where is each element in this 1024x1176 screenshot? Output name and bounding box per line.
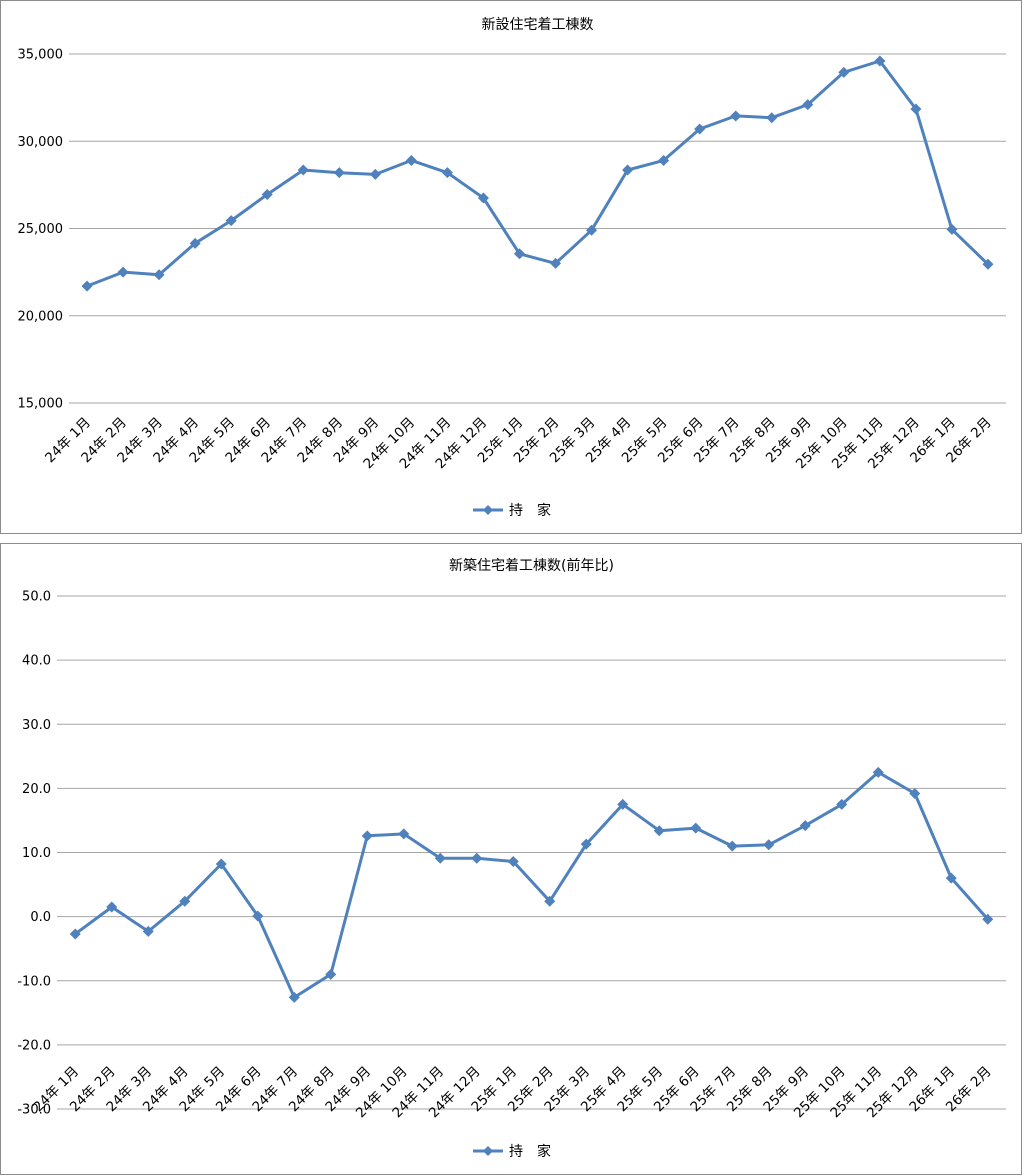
data-point-marker (179, 895, 191, 907)
data-point-marker (405, 154, 417, 166)
y-tick-label: 20.0 (22, 782, 51, 797)
data-point-marker (799, 820, 811, 832)
data-point-marker (586, 224, 598, 236)
data-point-marker (361, 830, 373, 842)
data-point-marker (441, 167, 453, 179)
data-point-marker (617, 798, 629, 810)
data-point-marker (81, 280, 93, 292)
data-point-marker (982, 913, 994, 925)
data-point-marker (872, 766, 884, 778)
data-point-marker (477, 192, 489, 204)
data-point-marker (252, 910, 264, 922)
data-point-marker (333, 167, 345, 179)
data-point-marker (910, 103, 922, 115)
data-point-marker (398, 828, 410, 840)
y-tick-label: 50.0 (22, 590, 51, 605)
data-point-marker (297, 164, 309, 176)
data-point-marker (653, 825, 665, 837)
series-line (86, 59, 990, 288)
legend-marker (483, 1146, 493, 1156)
y-tick-label: 30.0 (22, 718, 51, 733)
chart-starts: 新設住宅着工棟数15,00020,00025,00030,00035,00024… (18, 17, 1006, 519)
data-point-marker (153, 269, 165, 281)
data-point-marker (945, 872, 957, 884)
chart-title: 新設住宅着工棟数 (482, 17, 594, 33)
data-point-marker (763, 839, 775, 851)
data-point-marker (909, 788, 921, 800)
y-tick-label: -10.0 (17, 974, 51, 989)
data-point-marker (325, 968, 337, 980)
data-point-marker (69, 928, 81, 940)
legend-label: 持 家 (509, 502, 551, 519)
data-point-marker (434, 852, 446, 864)
data-point-marker (726, 840, 738, 852)
data-point-marker (513, 248, 525, 260)
data-point-marker (117, 266, 129, 278)
data-point-marker (261, 188, 273, 200)
y-tick-label: 40.0 (22, 654, 51, 669)
y-tick-label: 15,000 (18, 397, 64, 412)
data-point-marker (946, 223, 958, 235)
data-point-marker (730, 110, 742, 122)
data-point-marker (580, 838, 592, 850)
data-point-marker (471, 852, 483, 864)
y-tick-label: 35,000 (18, 48, 64, 63)
data-point-marker (142, 925, 154, 937)
data-point-marker (288, 991, 300, 1003)
chart-panel-starts: 新設住宅着工棟数 15,000 20,000 25,000 30,000 35,000 24… (0, 0, 1022, 534)
data-point-marker (690, 822, 702, 834)
legend-marker (483, 505, 493, 515)
y-tick-label: 10.0 (22, 846, 51, 861)
data-point-marker (836, 798, 848, 810)
data-point-marker (766, 112, 778, 124)
data-point-marker (694, 123, 706, 135)
data-point-marker (622, 164, 634, 176)
y-tick-label: -20.0 (17, 1038, 51, 1053)
chart-yoy: 新築住宅着工棟数(前年比) -30.0 -20.0 -10.0 0.0 10.0 20.0 3… (17, 557, 1006, 1160)
data-point-marker (838, 66, 850, 78)
data-point-marker (550, 257, 562, 269)
chart-title: 新築住宅着工棟数(前年比) (449, 557, 614, 574)
y-tick-label: 30,000 (18, 135, 64, 150)
legend-label: 持 家 (509, 1143, 551, 1160)
series-line (74, 770, 989, 999)
data-point-marker (507, 855, 519, 867)
data-point-marker (874, 55, 886, 67)
y-tick-label: 20,000 (18, 309, 64, 324)
data-point-marker (225, 215, 237, 227)
data-point-marker (544, 895, 556, 907)
data-point-marker (369, 168, 381, 180)
data-point-marker (106, 901, 118, 913)
data-point-marker (802, 99, 814, 111)
y-tick-label: 0.0 (30, 910, 51, 925)
data-point-marker (658, 154, 670, 166)
chart-panel-yoy: 新築住宅着工棟数(前年比) -30.0 -20.0 -10.0 0.0 10.0 20.0 3… (0, 543, 1022, 1175)
y-tick-label: 25,000 (18, 222, 64, 237)
data-point-marker (982, 258, 994, 270)
data-point-marker (189, 237, 201, 249)
data-point-marker (215, 858, 227, 870)
y-tick-label: -30.0 (17, 1103, 51, 1118)
